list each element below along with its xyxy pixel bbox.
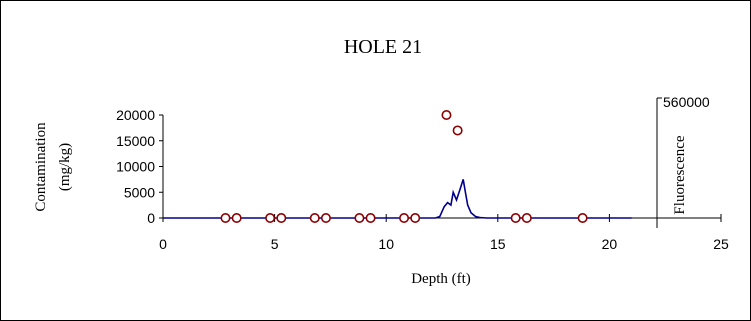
contamination-point	[265, 213, 276, 224]
y-axis-label-line2: (mg/kg)	[57, 143, 73, 191]
x-tick-label: 10	[378, 236, 394, 252]
y-tick-label: 0	[147, 210, 155, 226]
y-tick-label: 15000	[116, 133, 155, 149]
contamination-point	[276, 213, 287, 224]
contamination-point	[354, 213, 365, 224]
contamination-point	[510, 213, 521, 224]
x-tick-label: 25	[713, 236, 729, 252]
contamination-point	[365, 213, 376, 224]
fluorescence-line	[163, 179, 632, 219]
x-tick-label: 20	[602, 236, 618, 252]
contamination-point	[231, 213, 242, 224]
y2-max-label: 560000	[663, 94, 710, 110]
x-tick-label: 15	[490, 236, 506, 252]
contamination-point	[399, 213, 410, 224]
contamination-point	[220, 213, 231, 224]
contamination-point	[320, 213, 331, 224]
chart-title: HOLE 21	[344, 36, 422, 58]
plot-area	[163, 110, 632, 224]
axes	[159, 97, 722, 228]
y-tick-label: 20000	[116, 107, 155, 123]
contamination-point	[441, 110, 452, 121]
contamination-point	[410, 213, 421, 224]
tick-labels: 0 5 10 15 20 25 0 5000 10000 15000 20000	[116, 107, 729, 252]
y-tick-label: 10000	[116, 159, 155, 175]
x-tick-label: 5	[271, 236, 279, 252]
contamination-point	[452, 125, 463, 136]
contamination-point	[577, 213, 588, 224]
x-axis-label: Depth (ft)	[411, 271, 471, 287]
y2-axis-label: Fluorescence	[672, 135, 688, 214]
x-tick-label: 0	[159, 236, 167, 252]
y-tick-label: 5000	[124, 184, 155, 200]
contamination-point	[309, 213, 320, 224]
y-axis-label-line1: Contamination	[33, 122, 49, 212]
contamination-point	[521, 213, 532, 224]
